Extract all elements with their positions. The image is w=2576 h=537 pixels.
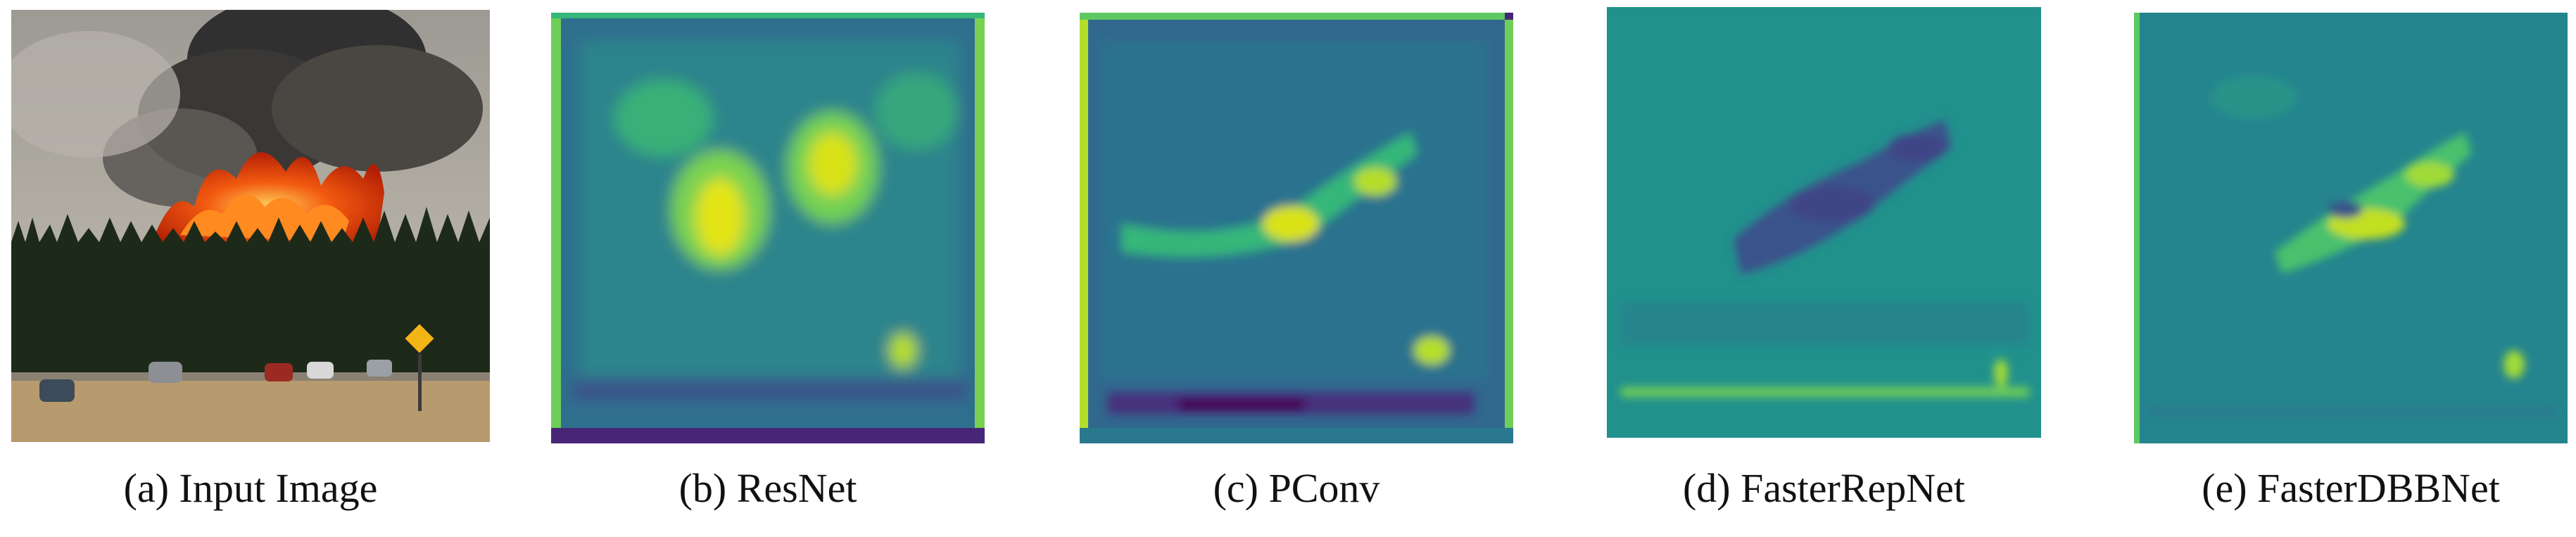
pconv-heatmap xyxy=(1080,13,1513,443)
caption-fasterdbbnet: (e) FasterDBBNet xyxy=(2202,465,2500,511)
caption-input-image: (a) Input Image xyxy=(123,465,378,511)
resnet-heatmap xyxy=(551,13,985,443)
fasterdbbnet-heatmap-panel xyxy=(2134,13,2568,443)
input-image-panel xyxy=(11,10,490,442)
ground xyxy=(11,376,490,442)
pconv-heatmap-panel xyxy=(1080,13,1513,443)
fasterrepnet-heatmap xyxy=(1607,7,2041,438)
tree-line xyxy=(11,207,490,376)
caption-fasterrepnet: (d) FasterRepNet xyxy=(1682,465,1966,511)
fasterrepnet-heatmap-panel xyxy=(1607,7,2041,438)
caption-pconv: (c) PConv xyxy=(1213,465,1380,511)
caption-resnet: (b) ResNet xyxy=(678,465,857,511)
resnet-heatmap-panel xyxy=(551,13,985,443)
fire-flames xyxy=(152,152,384,242)
fasterdbbnet-heatmap xyxy=(2134,13,2568,443)
cars xyxy=(39,360,392,402)
forest-fire-photo xyxy=(11,10,490,442)
smoke-plume xyxy=(11,10,483,207)
road-sign xyxy=(403,322,436,411)
